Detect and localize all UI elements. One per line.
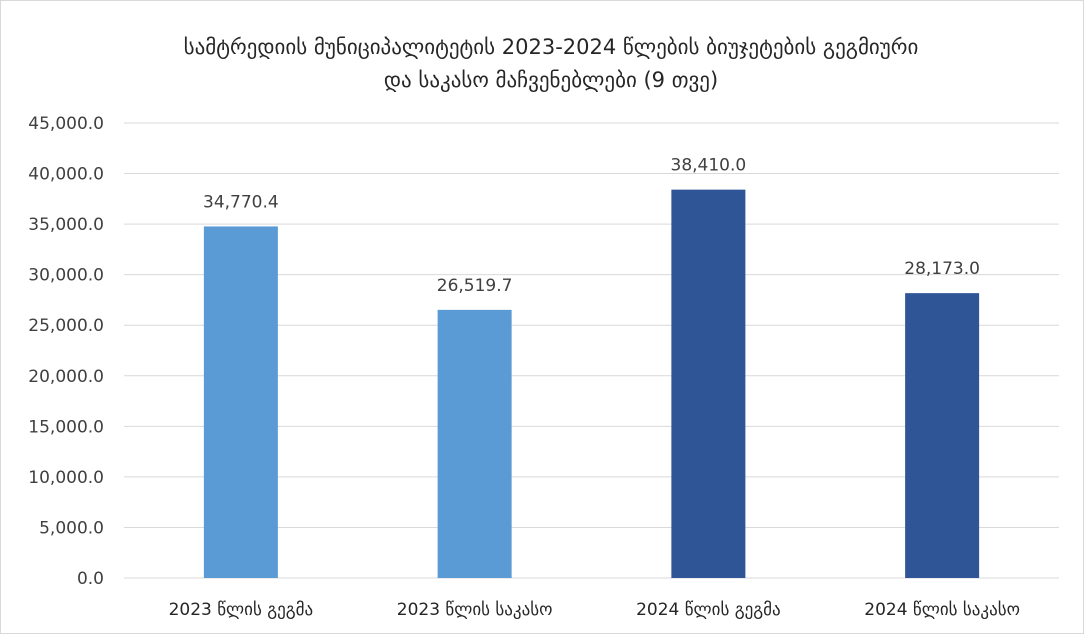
y-tick-label: 10,000.0 — [28, 468, 104, 488]
chart-title-line-2: და საკასო მაჩვენებლები (9 თვე) — [383, 68, 719, 92]
bar — [203, 226, 278, 578]
gridlines — [124, 122, 1059, 579]
y-tick-label: 45,000.0 — [28, 114, 104, 134]
bar — [905, 293, 980, 578]
category-label: 2023 წლის გეგმა — [169, 600, 314, 620]
chart-title: სამტრედიის მუნიციპალიტეტის 2023-2024 წლე… — [61, 31, 1041, 97]
y-tick-label: 15,000.0 — [28, 417, 104, 437]
y-tick-label: 20,000.0 — [28, 367, 104, 387]
y-axis-tick-labels: 0.0 5,000.0 10,000.0 15,000.0 20,000.0 25,000… — [28, 114, 104, 589]
y-tick-label: 35,000.0 — [28, 215, 104, 235]
y-tick-label: 40,000.0 — [28, 165, 104, 185]
data-label: 38,410.0 — [671, 156, 747, 176]
chart-title-line-1: სამტრედიის მუნიციპალიტეტის 2023-2024 წლე… — [183, 35, 919, 59]
y-tick-label: 30,000.0 — [28, 266, 104, 286]
category-label: 2023 წლის საკასო — [397, 600, 553, 620]
x-axis-category-labels: 2023 წლის გეგმა 2023 წლის საკასო 2024 წლის… — [169, 600, 1020, 620]
bar — [437, 309, 512, 578]
data-labels: 34,770.4 26,519.7 38,410.0 28,173.0 — [203, 156, 980, 296]
data-label: 28,173.0 — [904, 259, 980, 279]
data-label: 34,770.4 — [203, 192, 279, 212]
y-tick-label: 25,000.0 — [28, 316, 104, 336]
data-label: 26,519.7 — [437, 276, 513, 296]
category-label: 2024 წლის საკასო — [864, 600, 1020, 620]
bars — [203, 189, 980, 579]
bar — [671, 189, 746, 579]
category-label: 2024 წლის გეგმა — [636, 600, 781, 620]
y-tick-label: 0.0 — [77, 569, 104, 589]
y-tick-label: 5,000.0 — [39, 518, 104, 538]
